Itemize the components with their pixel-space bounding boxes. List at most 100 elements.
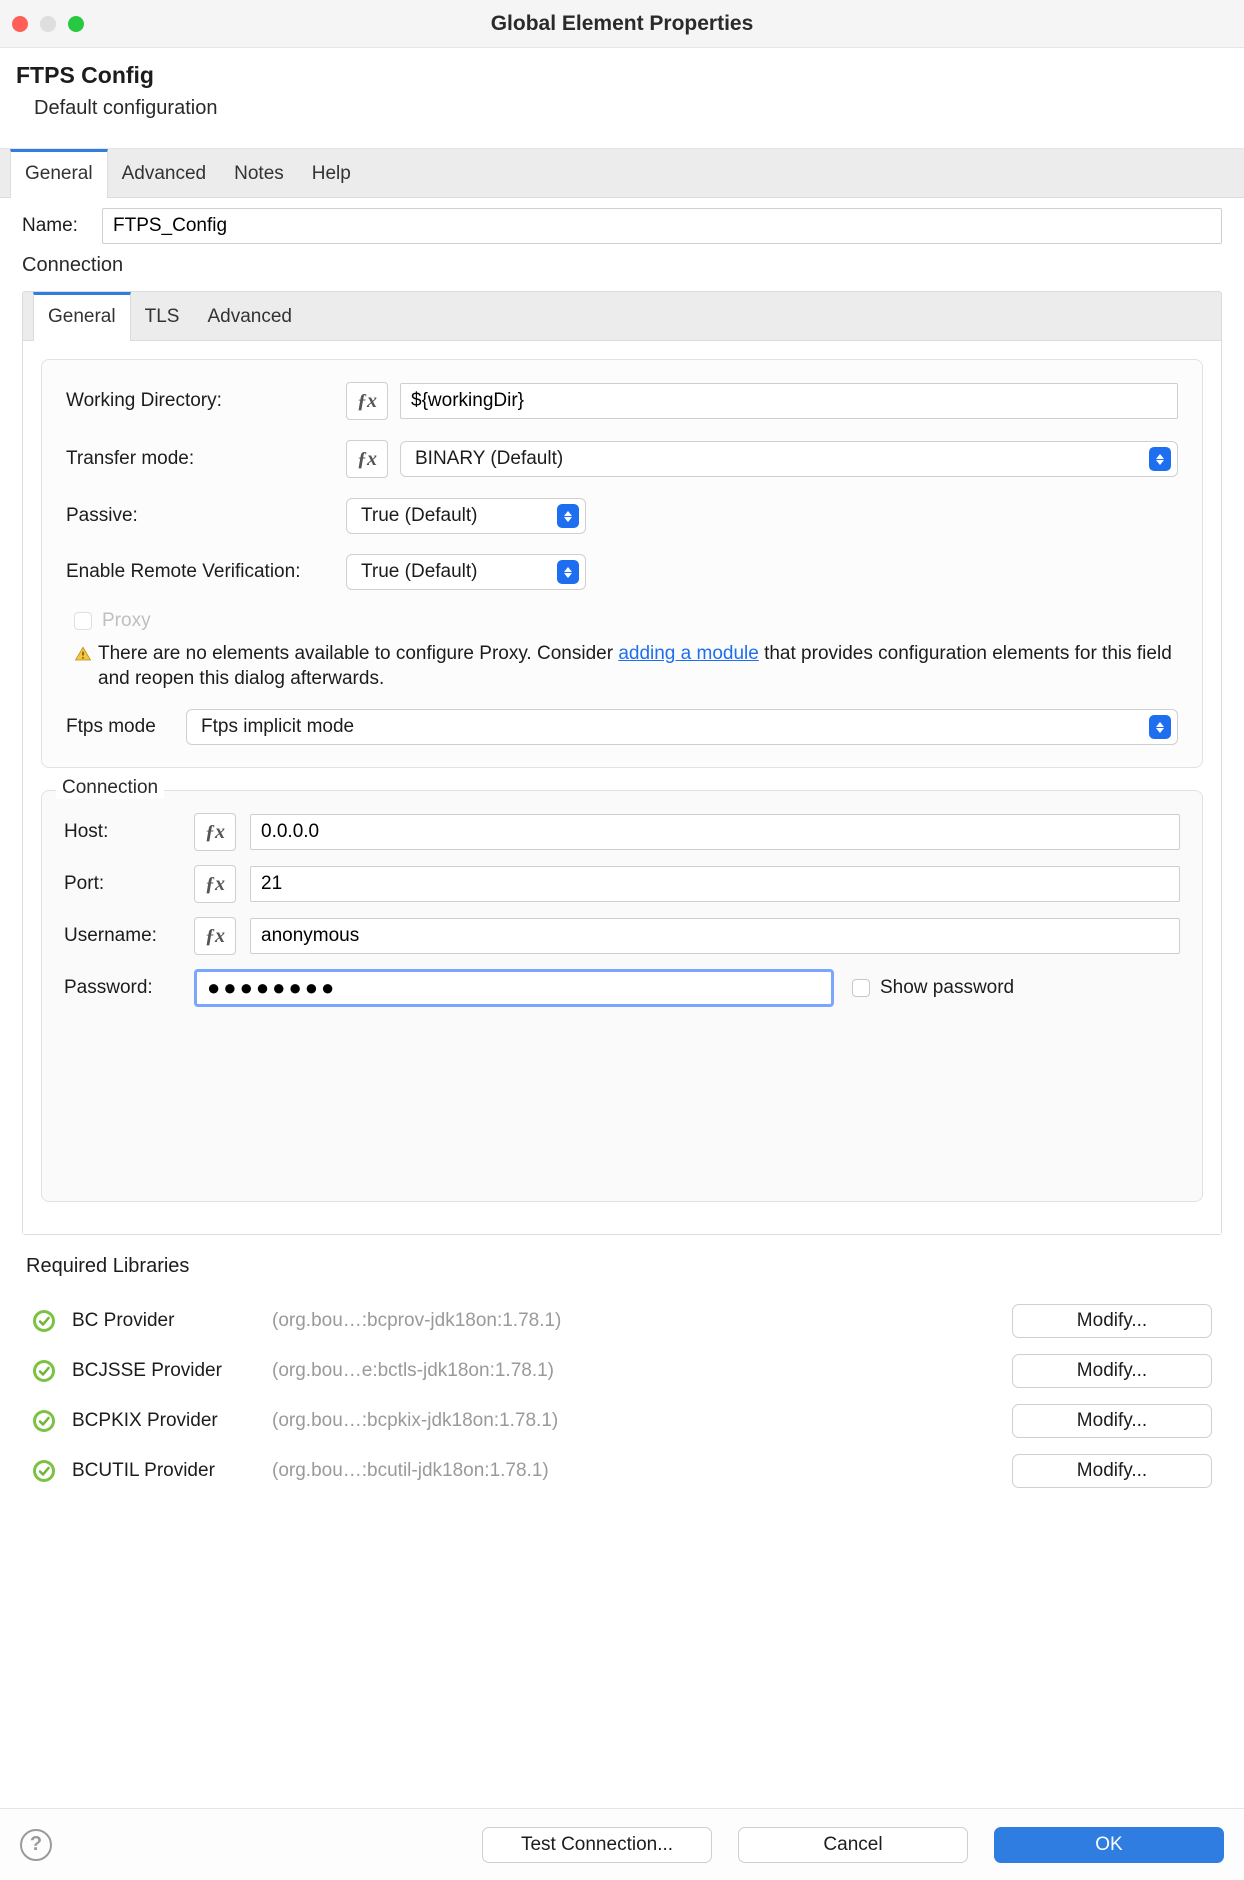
password-row: Password: Show password <box>64 969 1180 1007</box>
required-libraries: Required Libraries BC Provider(org.bou…:… <box>22 1255 1222 1496</box>
name-label: Name: <box>22 215 102 237</box>
warning-icon <box>74 645 92 663</box>
proxy-warning: There are no elements available to confi… <box>66 642 1178 691</box>
inner-tab-general[interactable]: General <box>33 292 131 341</box>
chevron-up-down-icon <box>557 504 579 528</box>
test-connection-button[interactable]: Test Connection... <box>482 1827 712 1863</box>
tab-advanced[interactable]: Advanced <box>108 149 221 197</box>
inner-tab-tls[interactable]: TLS <box>131 292 194 340</box>
fx-button[interactable]: ƒx <box>346 382 388 420</box>
modify-button[interactable]: Modify... <box>1012 1304 1212 1338</box>
adding-module-link[interactable]: adding a module <box>618 643 759 664</box>
outer-tab-strip: GeneralAdvancedNotesHelp <box>0 149 1244 198</box>
username-label: Username: <box>64 925 194 947</box>
tab-notes[interactable]: Notes <box>220 149 298 197</box>
remote-verify-select[interactable]: True (Default) <box>346 554 586 590</box>
passive-label: Passive: <box>66 505 346 527</box>
library-meta: (org.bou…:bcutil-jdk18on:1.78.1) <box>272 1460 1012 1482</box>
check-circle-icon <box>32 1409 56 1433</box>
library-meta: (org.bou…:bcprov-jdk18on:1.78.1) <box>272 1310 1012 1332</box>
page-subtitle: Default configuration <box>16 97 1224 120</box>
chevron-up-down-icon <box>1149 715 1171 739</box>
username-input[interactable] <box>250 918 1180 954</box>
port-input[interactable] <box>250 866 1180 902</box>
cancel-button[interactable]: Cancel <box>738 1827 968 1863</box>
inner-tab-advanced[interactable]: Advanced <box>193 292 306 340</box>
library-name: BCPKIX Provider <box>72 1410 272 1432</box>
tab-help[interactable]: Help <box>298 149 365 197</box>
proxy-label: Proxy <box>102 610 151 632</box>
name-input[interactable] <box>102 208 1222 244</box>
page-title: FTPS Config <box>16 62 1224 89</box>
modify-button[interactable]: Modify... <box>1012 1354 1212 1388</box>
host-input[interactable] <box>250 814 1180 850</box>
library-meta: (org.bou…:bcpkix-jdk18on:1.78.1) <box>272 1410 1012 1432</box>
remote-verify-label: Enable Remote Verification: <box>66 561 346 583</box>
transfer-mode-label: Transfer mode: <box>66 448 346 470</box>
check-circle-icon <box>32 1459 56 1483</box>
help-icon[interactable]: ? <box>20 1829 52 1861</box>
library-name: BCJSSE Provider <box>72 1360 272 1382</box>
proxy-checkbox <box>74 612 92 630</box>
connection-panel-body: Working Directory: ƒx Transfer mode: ƒx … <box>23 340 1221 1234</box>
passive-row: Passive: True (Default) <box>66 498 1178 534</box>
ftps-mode-value: Ftps implicit mode <box>201 716 354 738</box>
body: Name: Connection GeneralTLSAdvanced Work… <box>0 198 1244 1496</box>
library-meta: (org.bou…e:bctls-jdk18on:1.78.1) <box>272 1360 1012 1382</box>
check-circle-icon <box>32 1309 56 1333</box>
transfer-mode-value: BINARY (Default) <box>415 448 563 470</box>
ftps-mode-select[interactable]: Ftps implicit mode <box>186 709 1178 745</box>
password-label: Password: <box>64 977 194 999</box>
remote-verify-row: Enable Remote Verification: True (Defaul… <box>66 554 1178 590</box>
modify-button[interactable]: Modify... <box>1012 1454 1212 1488</box>
passive-value: True (Default) <box>361 505 478 527</box>
fx-button[interactable]: ƒx <box>194 917 236 955</box>
fx-button[interactable]: ƒx <box>194 813 236 851</box>
ftps-mode-row: Ftps mode Ftps implicit mode <box>66 709 1178 745</box>
titlebar: Global Element Properties <box>0 0 1244 48</box>
library-row: BCUTIL Provider(org.bou…:bcutil-jdk18on:… <box>22 1446 1222 1496</box>
show-password-row: Show password <box>852 977 1014 999</box>
connection-legend: Connection <box>56 777 164 799</box>
general-group: Working Directory: ƒx Transfer mode: ƒx … <box>41 359 1203 768</box>
check-circle-icon <box>32 1359 56 1383</box>
proxy-row: Proxy <box>66 610 1178 632</box>
close-icon[interactable] <box>12 16 28 32</box>
chevron-up-down-icon <box>1149 447 1171 471</box>
library-row: BC Provider(org.bou…:bcprov-jdk18on:1.78… <box>22 1296 1222 1346</box>
traffic-lights <box>12 16 84 32</box>
library-row: BCJSSE Provider(org.bou…e:bctls-jdk18on:… <box>22 1346 1222 1396</box>
working-dir-input[interactable] <box>400 383 1178 419</box>
password-input[interactable] <box>194 969 834 1007</box>
tab-general[interactable]: General <box>10 149 108 198</box>
show-password-checkbox[interactable] <box>852 979 870 997</box>
port-label: Port: <box>64 873 194 895</box>
fx-button[interactable]: ƒx <box>194 865 236 903</box>
library-name: BCUTIL Provider <box>72 1460 272 1482</box>
username-row: Username: ƒx <box>64 917 1180 955</box>
modify-button[interactable]: Modify... <box>1012 1404 1212 1438</box>
transfer-mode-select[interactable]: BINARY (Default) <box>400 441 1178 477</box>
host-row: Host: ƒx <box>64 813 1180 851</box>
show-password-label: Show password <box>880 977 1014 999</box>
connection-heading: Connection <box>22 254 1222 277</box>
working-dir-row: Working Directory: ƒx <box>66 382 1178 420</box>
header: FTPS Config Default configuration <box>0 48 1244 149</box>
working-dir-label: Working Directory: <box>66 390 346 412</box>
window-title: Global Element Properties <box>491 12 754 36</box>
port-row: Port: ƒx <box>64 865 1180 903</box>
host-label: Host: <box>64 821 194 843</box>
ok-button[interactable]: OK <box>994 1827 1224 1863</box>
fx-button[interactable]: ƒx <box>346 440 388 478</box>
connection-fieldset: Connection Host: ƒx Port: ƒx Username: ƒ… <box>41 790 1203 1202</box>
remote-verify-value: True (Default) <box>361 561 478 583</box>
passive-select[interactable]: True (Default) <box>346 498 586 534</box>
ftps-mode-label: Ftps mode <box>66 716 186 738</box>
connection-panel: GeneralTLSAdvanced Working Directory: ƒx… <box>22 291 1222 1235</box>
name-row: Name: <box>22 208 1222 244</box>
transfer-mode-row: Transfer mode: ƒx BINARY (Default) <box>66 440 1178 478</box>
library-name: BC Provider <box>72 1310 272 1332</box>
minimize-icon[interactable] <box>40 16 56 32</box>
footer: ? Test Connection... Cancel OK <box>0 1808 1244 1880</box>
maximize-icon[interactable] <box>68 16 84 32</box>
